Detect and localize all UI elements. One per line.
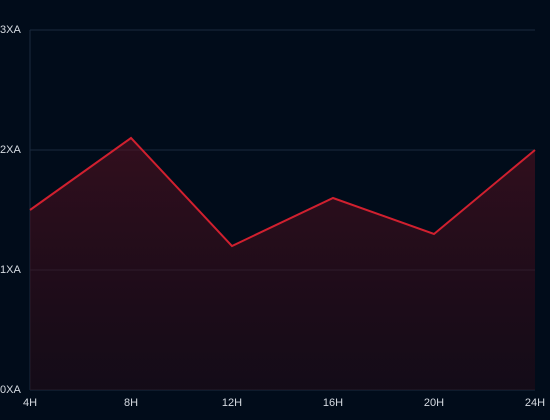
x-tick-label: 16H <box>323 397 343 409</box>
y-tick-label: 1XA <box>0 264 21 276</box>
x-tick-label: 20H <box>424 397 444 409</box>
y-tick-label: 2XA <box>0 144 21 156</box>
x-tick-label: 12H <box>222 397 242 409</box>
x-tick-label: 4H <box>23 397 37 409</box>
line <box>29 136 536 248</box>
x-tick-label: 8H <box>124 397 138 409</box>
x-tick-label: 24H <box>525 397 545 409</box>
area-fill <box>30 138 535 390</box>
y-tick-label: 0XA <box>0 384 21 396</box>
y-tick-label: 3XA <box>0 24 21 36</box>
